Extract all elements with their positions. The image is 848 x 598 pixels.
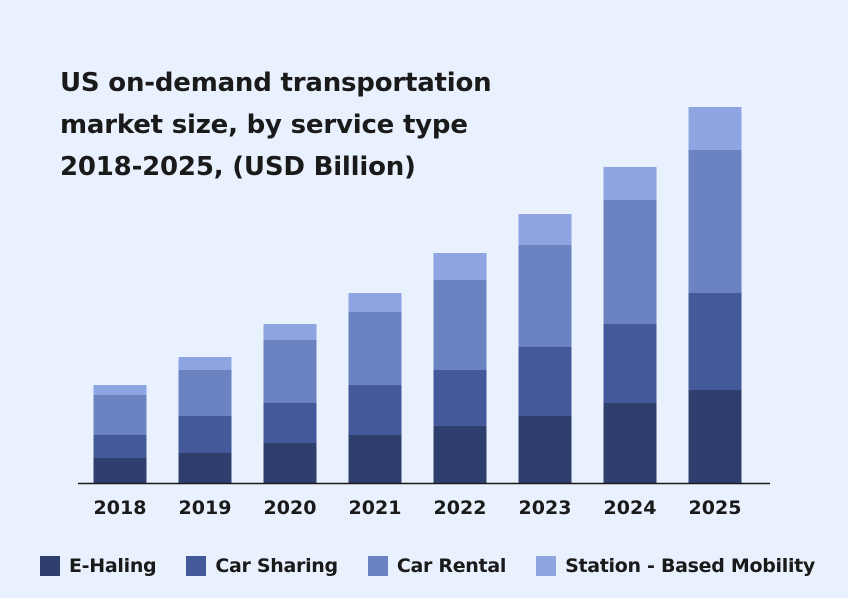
chart-title-line-3: 2018-2025, (USD Billion) bbox=[60, 152, 416, 182]
chart-legend: E-Haling Car Sharing Car Rental Station … bbox=[40, 552, 815, 580]
bar-2018-car-sharing bbox=[93, 435, 147, 458]
bar-2022-station-based-mobility bbox=[433, 253, 487, 280]
bar-2021-station-based-mobility bbox=[348, 293, 402, 312]
x-tick-label-2024: 2024 bbox=[604, 497, 657, 519]
bar-2020-e-haling bbox=[263, 443, 317, 483]
chart-title-line-2: market size, by service type bbox=[60, 110, 468, 140]
chart-title: US on-demand transportation market size,… bbox=[60, 62, 530, 188]
legend-label-e-haling: E-Haling bbox=[69, 555, 157, 577]
x-tick-label-2021: 2021 bbox=[349, 497, 402, 519]
bar-2025-station-based-mobility bbox=[688, 107, 742, 150]
bar-2023-car-rental bbox=[518, 245, 572, 347]
legend-label-car-rental: Car Rental bbox=[396, 555, 507, 577]
bar-2022-car-sharing bbox=[433, 370, 487, 426]
bar-2021-e-haling bbox=[348, 435, 402, 483]
bar-2018-car-rental bbox=[93, 395, 147, 435]
x-tick-label-2022: 2022 bbox=[434, 497, 487, 519]
legend-swatch-car-rental bbox=[367, 556, 388, 576]
bar-2019-car-sharing bbox=[178, 416, 232, 453]
bar-2019-station-based-mobility bbox=[178, 357, 232, 370]
legend-item-car-sharing: Car Sharing bbox=[186, 555, 338, 577]
bar-2024-e-haling bbox=[603, 403, 657, 483]
bar-2020-car-sharing bbox=[263, 403, 317, 443]
legend-item-station-based-mobility: Station - Based Mobility bbox=[536, 555, 815, 577]
legend-label-station-based-mobility: Station - Based Mobility bbox=[565, 555, 816, 577]
bar-2025-car-rental bbox=[688, 150, 742, 293]
x-tick-label-2025: 2025 bbox=[689, 497, 742, 519]
bar-2024-station-based-mobility bbox=[603, 167, 657, 200]
bar-2021-car-sharing bbox=[348, 385, 402, 435]
bar-2024-car-rental bbox=[603, 200, 657, 324]
x-tick-label-2020: 2020 bbox=[264, 497, 317, 519]
bar-2018-station-based-mobility bbox=[93, 385, 147, 395]
bar-2023-station-based-mobility bbox=[518, 214, 572, 245]
bar-2019-car-rental bbox=[178, 370, 232, 416]
bar-2020-station-based-mobility bbox=[263, 324, 317, 340]
legend-swatch-e-haling bbox=[40, 556, 60, 576]
bar-2022-car-rental bbox=[433, 280, 487, 370]
x-tick-label-2023: 2023 bbox=[519, 497, 572, 519]
bar-2025-car-sharing bbox=[688, 293, 742, 390]
x-tick-label-2018: 2018 bbox=[94, 497, 147, 519]
bar-2023-e-haling bbox=[518, 416, 572, 483]
bar-2021-car-rental bbox=[348, 312, 402, 385]
bar-2019-e-haling bbox=[178, 453, 232, 483]
chart-title-line-1: US on-demand transportation bbox=[60, 68, 492, 98]
legend-item-car-rental: Car Rental bbox=[367, 555, 507, 577]
bar-2024-car-sharing bbox=[603, 324, 657, 403]
bar-2025-e-haling bbox=[688, 390, 742, 483]
legend-swatch-station-based-mobility bbox=[536, 556, 557, 576]
legend-swatch-car-sharing bbox=[186, 556, 207, 576]
bar-2020-car-rental bbox=[263, 340, 317, 403]
bar-2018-e-haling bbox=[93, 458, 147, 483]
bar-2023-car-sharing bbox=[518, 347, 572, 416]
x-tick-label-2019: 2019 bbox=[179, 497, 232, 519]
legend-label-car-sharing: Car Sharing bbox=[215, 555, 338, 577]
legend-item-e-haling: E-Haling bbox=[40, 555, 157, 577]
bar-2022-e-haling bbox=[433, 426, 487, 483]
